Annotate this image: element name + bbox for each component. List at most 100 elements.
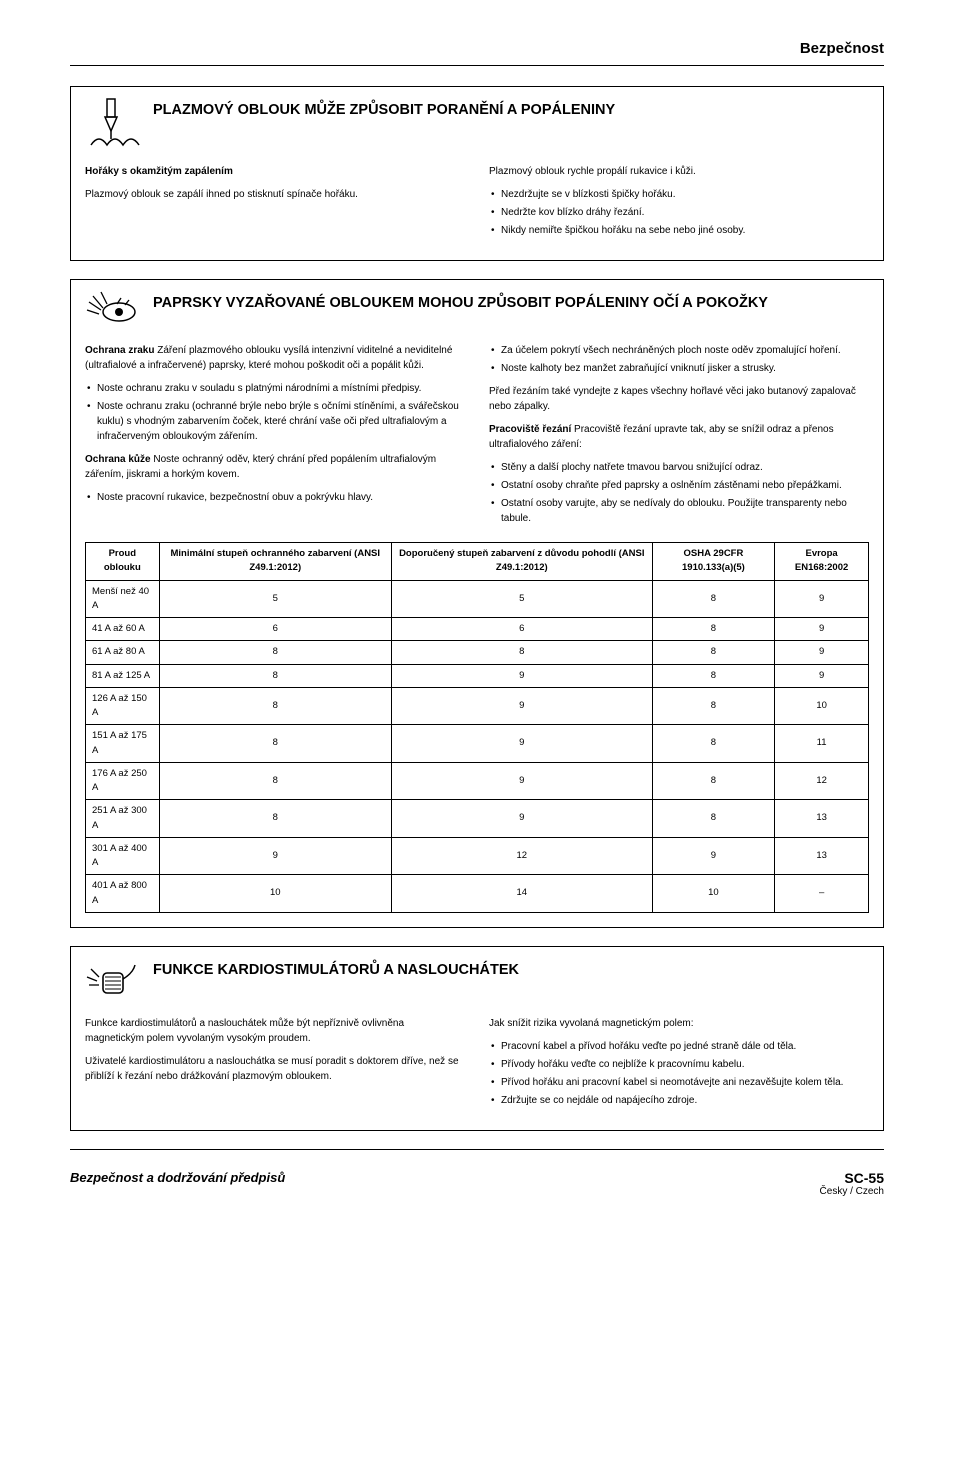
table-cell: – [775, 875, 869, 913]
left-column: Hořáky s okamžitým zapálením Plazmový ob… [85, 164, 465, 246]
list-item: Ostatní osoby varujte, aby se nedívaly d… [489, 496, 869, 526]
table-cell: 8 [159, 800, 391, 838]
table-cell: 8 [652, 664, 775, 687]
table-cell: 9 [391, 687, 652, 725]
table-cell: 9 [159, 837, 391, 875]
section-body: Hořáky s okamžitým zapálením Plazmový ob… [71, 164, 883, 260]
table-header: Minimální stupeň ochranného zabarvení (A… [159, 543, 391, 581]
table-row: 126 A až 150 A89810 [86, 687, 869, 725]
section-title: PAPRSKY VYZAŘOVANÉ OBLOUKEM MOHOU ZPŮSOB… [153, 290, 869, 312]
table-cell: 301 A až 400 A [86, 837, 160, 875]
subheading: Hořáky s okamžitým zapálením [85, 166, 233, 177]
table-header: Evropa EN168:2002 [775, 543, 869, 581]
table-header: Proud oblouku [86, 543, 160, 581]
footer-right: SC-55 Česky / Czech [820, 1170, 884, 1197]
section-plasma-arc: PLAZMOVÝ OBLOUK MŮŽE ZPŮSOBIT PORANĚNÍ A… [70, 86, 884, 261]
table-cell: 9 [391, 725, 652, 763]
paragraph: Uživatelé kardiostimulátoru a naslouchát… [85, 1054, 465, 1084]
paragraph: Jak snížit rizika vyvolaná magnetickým p… [489, 1016, 869, 1031]
table-cell: 9 [775, 618, 869, 641]
table-cell: 9 [652, 837, 775, 875]
section-arc-rays: PAPRSKY VYZAŘOVANÉ OBLOUKEM MOHOU ZPŮSOB… [70, 279, 884, 928]
table-cell: 9 [775, 580, 869, 618]
right-column: Plazmový oblouk rychle propálí rukavice … [489, 164, 869, 246]
section-header: PLAZMOVÝ OBLOUK MŮŽE ZPŮSOBIT PORANĚNÍ A… [71, 87, 883, 164]
paragraph: Funkce kardiostimulátorů a naslouchátek … [85, 1016, 465, 1046]
shade-table: Proud oblouku Minimální stupeň ochrannéh… [85, 542, 869, 913]
table-cell: 41 A až 60 A [86, 618, 160, 641]
table-cell: 8 [159, 725, 391, 763]
list-item: Nezdržujte se v blízkosti špičky hořáku. [489, 187, 869, 202]
table-header: OSHA 29CFR 1910.133(a)(5) [652, 543, 775, 581]
bullet-list: Noste pracovní rukavice, bezpečnostní ob… [85, 490, 465, 505]
eye-rays-icon [85, 290, 141, 335]
table-cell: 12 [391, 837, 652, 875]
table-cell: 81 A až 125 A [86, 664, 160, 687]
list-item: Pracovní kabel a přívod hořáku veďte po … [489, 1039, 869, 1054]
list-item: Noste pracovní rukavice, bezpečnostní ob… [85, 490, 465, 505]
table-cell: 8 [652, 641, 775, 664]
table-row: 251 A až 300 A89813 [86, 800, 869, 838]
table-cell: 8 [652, 687, 775, 725]
list-item: Nikdy nemiřte špičkou hořáku na sebe neb… [489, 223, 869, 238]
list-item: Přívod hořáku ani pracovní kabel si neom… [489, 1075, 869, 1090]
paragraph: Plazmový oblouk rychle propálí rukavice … [489, 164, 869, 179]
table-row: 176 A až 250 A89812 [86, 762, 869, 800]
table-body: Menší než 40 A558941 A až 60 A668961 A a… [86, 580, 869, 912]
page-footer: Bezpečnost a dodržování předpisů SC-55 Č… [70, 1170, 884, 1197]
section-header: PAPRSKY VYZAŘOVANÉ OBLOUKEM MOHOU ZPŮSOB… [71, 280, 883, 343]
table-row: 151 A až 175 A89811 [86, 725, 869, 763]
bullet-list: Za účelem pokrytí všech nechráněných plo… [489, 343, 869, 376]
table-cell: 10 [159, 875, 391, 913]
right-column: Za účelem pokrytí všech nechráněných plo… [489, 343, 869, 534]
table-cell: 11 [775, 725, 869, 763]
language-label: Česky / Czech [820, 1186, 884, 1197]
section-body: Funkce kardiostimulátorů a naslouchátek … [71, 1016, 883, 1130]
table-cell: 8 [159, 762, 391, 800]
right-column: Jak snížit rizika vyvolaná magnetickým p… [489, 1016, 869, 1116]
list-item: Přívody hořáku veďte co nejblíže k praco… [489, 1057, 869, 1072]
table-cell: 6 [159, 618, 391, 641]
table-cell: 251 A až 300 A [86, 800, 160, 838]
table-cell: 151 A až 175 A [86, 725, 160, 763]
footer-left-text: Bezpečnost a dodržování předpisů [70, 1170, 285, 1185]
table-cell: 8 [159, 687, 391, 725]
section-body: Ochrana zraku Záření plazmového oblouku … [71, 343, 883, 927]
left-column: Funkce kardiostimulátorů a naslouchátek … [85, 1016, 465, 1116]
list-item: Nedržte kov blízko dráhy řezání. [489, 205, 869, 220]
table-cell: 8 [159, 641, 391, 664]
table-cell: 10 [775, 687, 869, 725]
table-cell: 8 [652, 762, 775, 800]
table-cell: 176 A až 250 A [86, 762, 160, 800]
table-cell: 6 [391, 618, 652, 641]
table-header-row: Proud oblouku Minimální stupeň ochrannéh… [86, 543, 869, 581]
table-row: 81 A až 125 A8989 [86, 664, 869, 687]
table-cell: 13 [775, 837, 869, 875]
paragraph: Ochrana zraku Záření plazmového oblouku … [85, 343, 465, 373]
table-cell: 8 [652, 725, 775, 763]
list-item: Noste ochranu zraku v souladu s platnými… [85, 381, 465, 396]
table-cell: 5 [159, 580, 391, 618]
left-column: Ochrana zraku Záření plazmového oblouku … [85, 343, 465, 534]
table-row: 401 A až 800 A101410– [86, 875, 869, 913]
list-item: Zdržujte se co nejdále od napájecího zdr… [489, 1093, 869, 1108]
table-cell: 61 A až 80 A [86, 641, 160, 664]
footer-rule [70, 1149, 884, 1150]
section-pacemaker: FUNKCE KARDIOSTIMULÁTORŮ A NASLOUCHÁTEK … [70, 946, 884, 1131]
table-cell: 5 [391, 580, 652, 618]
list-item: Noste kalhoty bez manžet zabraňující vni… [489, 361, 869, 376]
table-cell: 13 [775, 800, 869, 838]
page-header-title: Bezpečnost [70, 40, 884, 57]
table-header: Doporučený stupeň zabarvení z důvodu poh… [391, 543, 652, 581]
header-rule [70, 65, 884, 66]
section-title: PLAZMOVÝ OBLOUK MŮŽE ZPŮSOBIT PORANĚNÍ A… [153, 97, 869, 119]
table-cell: 8 [159, 664, 391, 687]
paragraph: Pracoviště řezání Pracoviště řezání upra… [489, 422, 869, 452]
table-cell: 14 [391, 875, 652, 913]
section-header: FUNKCE KARDIOSTIMULÁTORŮ A NASLOUCHÁTEK [71, 947, 883, 1016]
paragraph: Plazmový oblouk se zapálí ihned po stisk… [85, 187, 465, 202]
table-cell: 9 [775, 664, 869, 687]
list-item: Za účelem pokrytí všech nechráněných plo… [489, 343, 869, 358]
table-row: 301 A až 400 A912913 [86, 837, 869, 875]
table-cell: 9 [391, 664, 652, 687]
